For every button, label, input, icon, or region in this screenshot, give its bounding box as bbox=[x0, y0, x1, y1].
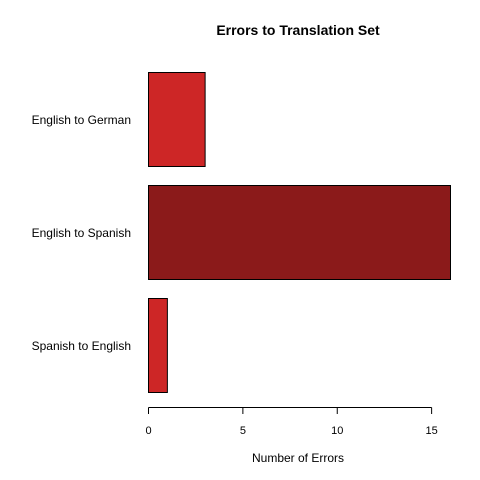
x-tick-label-1: 5 bbox=[240, 425, 246, 437]
x-axis: 0 5 10 15 bbox=[145, 407, 438, 437]
x-tick-label-3: 15 bbox=[426, 425, 438, 437]
x-tick-label-0: 0 bbox=[145, 425, 151, 437]
bar-1 bbox=[148, 185, 451, 280]
bars-layer bbox=[148, 72, 451, 393]
chart-title: Errors to Translation Set bbox=[216, 22, 380, 38]
x-axis-label: Number of Errors bbox=[252, 451, 344, 465]
bar-0 bbox=[148, 72, 206, 167]
category-label-0: English to German bbox=[32, 113, 131, 127]
category-labels: English to German English to Spanish Spani… bbox=[32, 113, 131, 353]
category-label-1: English to Spanish bbox=[32, 226, 131, 240]
bar-2 bbox=[148, 298, 168, 393]
x-tick-label-2: 10 bbox=[331, 425, 343, 437]
category-label-2: Spanish to English bbox=[32, 339, 131, 353]
